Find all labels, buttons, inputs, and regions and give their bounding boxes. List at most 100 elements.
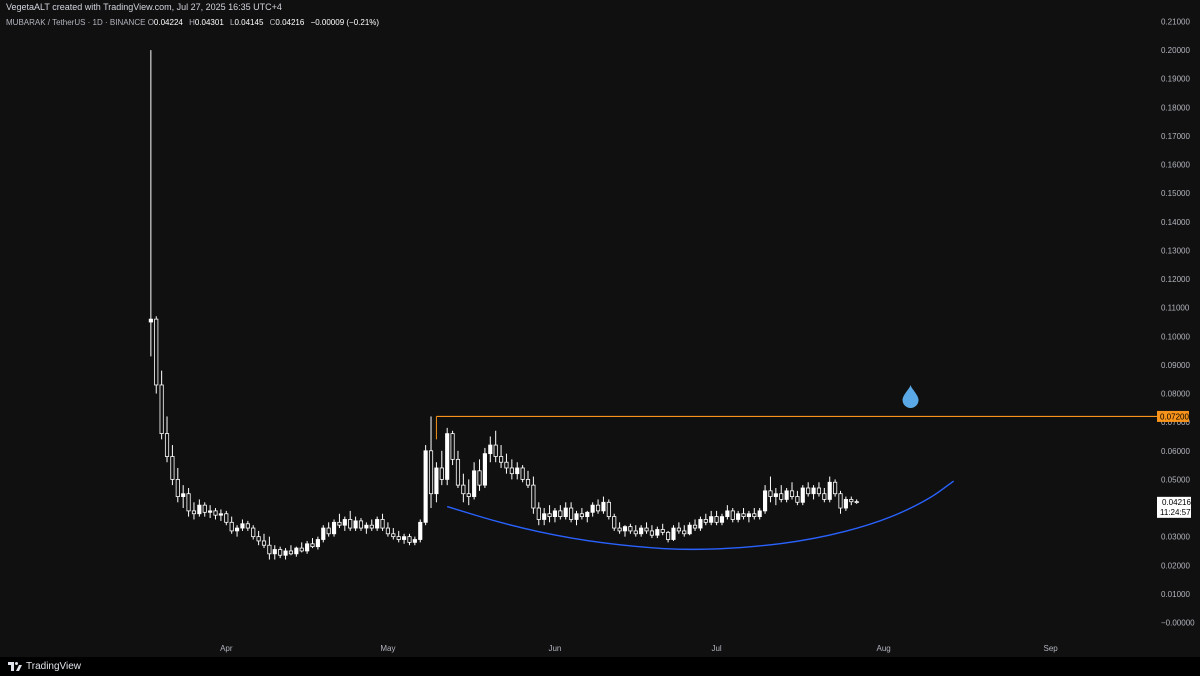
low-value: 0.04145 <box>234 18 264 27</box>
candle-body <box>245 523 250 529</box>
candle-body <box>466 493 471 497</box>
cup-curve <box>446 480 955 551</box>
candle-body <box>800 487 805 503</box>
y-tick-label: 0.03000 <box>1161 533 1190 542</box>
x-tick-label: May <box>380 644 395 653</box>
water-drop-icon <box>902 384 919 408</box>
y-tick-label: 0.02000 <box>1161 561 1190 570</box>
candle-body <box>542 513 547 520</box>
candle-body <box>590 504 595 513</box>
last-price-label: 0.04216 <box>1162 498 1191 507</box>
candle-body <box>154 318 159 386</box>
candle-body <box>310 543 315 548</box>
axis-layer: 0.21000 0.20000 0.19000 0.18000 0.17000 0.160… <box>220 18 1195 654</box>
candle-body <box>353 520 358 529</box>
candle-body <box>418 521 423 540</box>
candle-body <box>612 516 617 529</box>
candle-body <box>240 523 245 529</box>
candle-body <box>531 484 536 509</box>
x-tick-label: Jul <box>711 644 721 653</box>
candle-body <box>337 521 342 526</box>
candle-body <box>321 527 326 540</box>
x-tick-label: Jun <box>548 644 561 653</box>
candle-body <box>666 531 671 540</box>
candle-body <box>191 510 197 515</box>
candle-body <box>719 516 725 523</box>
candle-body <box>256 536 261 542</box>
candle-body <box>342 519 347 526</box>
candle-body <box>477 470 482 486</box>
candle-body <box>261 540 267 546</box>
change-value: −0.00009 (−0.21%) <box>310 18 380 27</box>
candle-body <box>714 516 719 523</box>
candle-body <box>730 510 735 520</box>
price-chart[interactable]: 0.21000 0.20000 0.19000 0.18000 0.17000 0.160… <box>0 0 1200 657</box>
candle-body <box>509 467 514 475</box>
y-tick-label: 0.11000 <box>1161 304 1190 313</box>
x-tick-label: Sep <box>1044 644 1059 653</box>
candle-body <box>569 507 574 520</box>
y-tick-label: 0.18000 <box>1161 103 1190 112</box>
candle-body <box>498 456 504 463</box>
x-tick-label: Aug <box>876 644 890 653</box>
y-tick-label: 0.21000 <box>1161 18 1190 27</box>
candle-body <box>229 521 234 532</box>
y-tick-label: 0.08000 <box>1161 390 1190 399</box>
candle-body <box>181 493 186 497</box>
open-value: 0.04224 <box>153 18 183 27</box>
symbol-info: MUBARAK / TetherUS · 1D · BINANCE O0.042… <box>6 18 383 27</box>
low-key: L <box>230 18 235 27</box>
candle-body <box>305 543 310 552</box>
y-tick-label: 0.07000 <box>1161 418 1190 427</box>
candle-body <box>294 547 299 555</box>
chart-frame: VegetaALT created with TradingView.com, … <box>0 0 1200 657</box>
candle-body <box>493 444 498 457</box>
candle-body <box>682 530 687 535</box>
candle-body <box>552 510 558 518</box>
y-tick-label: −0.00000 <box>1161 619 1195 628</box>
candle-body <box>445 433 450 480</box>
x-tick-label: Apr <box>220 644 233 653</box>
candle-body <box>385 527 390 535</box>
candle-body <box>358 520 364 529</box>
candle-body <box>326 527 331 535</box>
candle-body <box>655 529 660 536</box>
candle-body <box>816 487 822 495</box>
candle-body <box>827 481 832 500</box>
tradingview-logo[interactable]: TradingView <box>8 661 81 672</box>
candle-body <box>806 487 811 495</box>
candle-body <box>251 527 256 538</box>
candle-body <box>676 527 681 532</box>
candle-body <box>574 513 579 520</box>
candle-body <box>299 547 304 552</box>
candle-body <box>698 519 703 529</box>
candle-body <box>795 496 800 503</box>
candle-body <box>348 519 353 529</box>
candle-body <box>595 504 601 512</box>
candle-body <box>763 490 768 512</box>
candle-body <box>186 493 191 512</box>
candle-body <box>164 433 170 457</box>
candle-body <box>175 479 180 497</box>
candle-body <box>402 536 407 540</box>
symbol-name: MUBARAK / TetherUS · 1D · BINANCE <box>6 18 146 27</box>
candle-body <box>752 513 757 518</box>
high-key: H <box>189 18 195 27</box>
candle-body <box>202 504 207 513</box>
y-tick-label: 0.19000 <box>1161 75 1190 84</box>
candle-body <box>628 526 633 532</box>
candle-body <box>639 527 644 535</box>
candle-body <box>703 519 708 523</box>
candle-body <box>423 450 428 523</box>
y-tick-label: 0.01000 <box>1161 590 1190 599</box>
tradingview-logo-icon <box>8 662 22 671</box>
candle-body <box>331 521 337 535</box>
candle-body <box>617 527 622 532</box>
candle-body <box>843 499 848 509</box>
candle-body <box>504 461 509 469</box>
created-by-text: VegetaALT created with TradingView.com, … <box>6 2 282 12</box>
candle-body <box>558 510 563 518</box>
candle-body <box>412 539 417 543</box>
candle-body <box>170 456 175 480</box>
candle-body <box>811 487 816 495</box>
